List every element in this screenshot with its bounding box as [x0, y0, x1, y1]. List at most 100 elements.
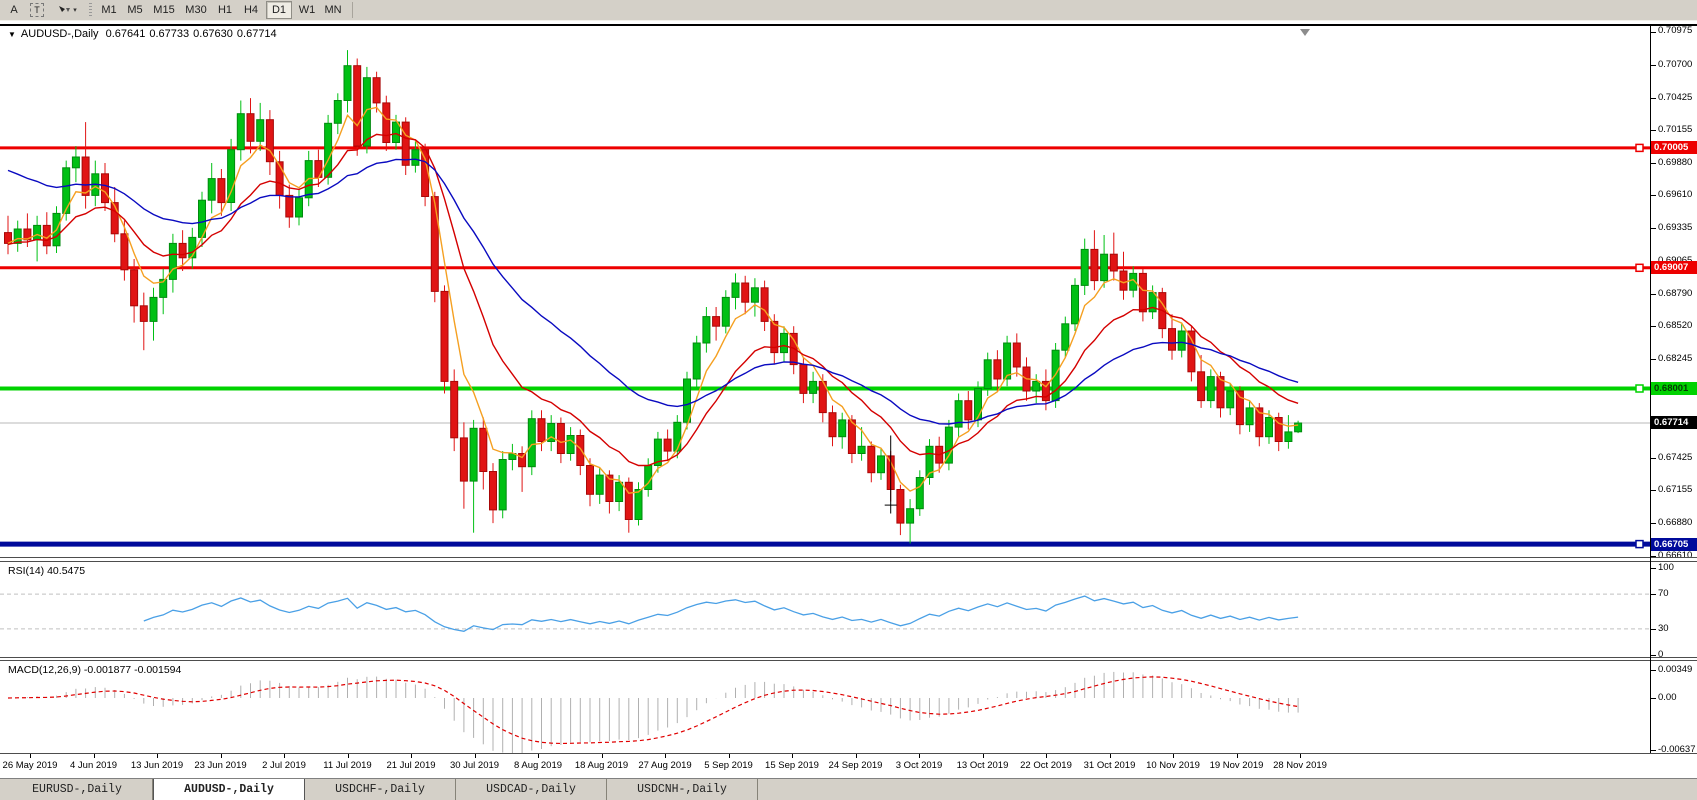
chart-tab-bar: EURUSD-,Daily AUDUSD-,Daily USDCHF-,Dail… [0, 778, 1697, 800]
rsi-tick-mark [1651, 655, 1656, 656]
rsi-line [143, 595, 1299, 632]
date-tick-mark [157, 754, 158, 758]
date-label: 24 Sep 2019 [828, 760, 883, 771]
ma-medium-line [7, 132, 1299, 467]
price-tick-label: 0.69610 [1658, 189, 1693, 200]
date-tick-mark [728, 754, 730, 758]
rsi-chart-canvas[interactable] [0, 562, 1650, 657]
level-price-badge: 0.70005 [1651, 141, 1697, 154]
ohlc-close: 0.67714 [236, 28, 277, 40]
date-label: 27 Aug 2019 [638, 760, 692, 771]
macd-histogram [17, 671, 1299, 753]
macd-label: MACD(12,26,9) -0.001877 -0.001594 [8, 664, 182, 676]
date-tick-mark [538, 754, 539, 758]
chart-shift-marker-icon [1300, 29, 1310, 36]
toolbar-grip [89, 3, 92, 17]
label-tool-icon: T [30, 3, 44, 17]
timeframe-m30-button[interactable]: M30 [185, 4, 207, 16]
macd-axis[interactable]: 0.00349 0.00 -0.00637 [1651, 661, 1697, 755]
rsi-label: RSI(14) 40.5475 [8, 565, 86, 577]
rsi-tick-label: 30 [1658, 623, 1669, 634]
date-tick-mark [411, 754, 412, 758]
date-tick-mark [855, 754, 857, 758]
tab-audusd[interactable]: AUDUSD-,Daily [153, 779, 305, 800]
ohlc-low: 0.67630 [193, 28, 233, 40]
macd-tick-mark [1651, 698, 1656, 699]
macd-chart-canvas[interactable] [0, 661, 1650, 753]
tab-usdcnh[interactable]: USDCNH-,Daily [607, 779, 758, 800]
timeframe-h4-button[interactable]: H4 [243, 4, 259, 16]
price-tick-label: 0.69335 [1658, 222, 1693, 233]
price-tick-mark [1651, 458, 1656, 459]
main-chart-pane[interactable] [0, 26, 1650, 557]
date-label: 26 May 2019 [2, 760, 58, 771]
chart-frame-border [0, 24, 1697, 26]
level-price-badge: 0.68001 [1651, 382, 1697, 395]
timeframe-m5-button[interactable]: M5 [127, 4, 143, 16]
text-tool-button[interactable]: A [4, 1, 24, 19]
date-label: 21 Jul 2019 [386, 760, 436, 771]
pane-separator[interactable] [0, 660, 1697, 661]
price-tick-label: 0.66880 [1658, 517, 1693, 528]
timeframe-d1-button[interactable]: D1 [266, 1, 292, 19]
symbol-dropdown-icon[interactable]: ▼ [8, 30, 16, 39]
date-label: 2 Jul 2019 [262, 760, 306, 771]
date-label: 11 Jul 2019 [323, 760, 372, 771]
toolbar: A T ▾ M1 M5 M15 M30 H1 H4 D1 W1 MN [0, 0, 1697, 21]
macd-tick-label: 0.00 [1658, 692, 1677, 703]
timeframe-mn-button[interactable]: MN [324, 4, 342, 16]
candlestick-chart-canvas[interactable] [0, 26, 1650, 557]
date-axis[interactable]: 26 May 2019 4 Jun 2019 13 Jun 2019 23 Jun 2… [0, 754, 1697, 778]
price-tick-label: 0.67425 [1658, 452, 1693, 463]
pane-separator[interactable] [0, 657, 1697, 658]
macd-tick-mark [1651, 750, 1656, 751]
date-tick-mark [601, 754, 603, 758]
axis-border [1650, 26, 1651, 753]
date-label: 30 Jul 2019 [449, 760, 500, 771]
tab-eurusd[interactable]: EURUSD-,Daily [2, 779, 153, 800]
rsi-axis[interactable]: 100 70 30 0 [1651, 562, 1697, 660]
price-tick-label: 0.70425 [1658, 92, 1693, 103]
label-tool-button[interactable]: T [27, 1, 47, 19]
date-tick-mark [1173, 754, 1174, 758]
date-label: 5 Sep 2019 [704, 760, 753, 771]
arrows-tool-button[interactable]: ▾ [51, 1, 83, 19]
price-tick-label: 0.68520 [1658, 320, 1693, 331]
macd-pane[interactable] [0, 661, 1650, 753]
pane-separator[interactable] [0, 557, 1697, 558]
rsi-tick-mark [1651, 629, 1656, 630]
date-label: 4 Jun 2019 [69, 760, 118, 771]
macd-tick-label: -0.00637 [1658, 744, 1696, 755]
date-label: 10 Nov 2019 [1146, 760, 1200, 771]
price-tick-mark [1651, 130, 1656, 131]
date-tick-mark [220, 754, 222, 758]
date-tick-mark [1109, 754, 1111, 758]
timeframe-h1-button[interactable]: H1 [217, 4, 233, 16]
date-label: 8 Aug 2019 [513, 760, 563, 771]
ma-slow-line [7, 158, 1299, 425]
date-tick-mark [30, 754, 31, 758]
timeframe-w1-button[interactable]: W1 [298, 4, 316, 16]
pane-separator[interactable] [0, 561, 1697, 562]
resistance-line-2-handle [1635, 263, 1644, 273]
ohlc-high: 0.67733 [149, 28, 190, 40]
rsi-pane[interactable] [0, 562, 1650, 657]
rsi-tick-label: 70 [1658, 588, 1669, 599]
price-axis[interactable]: 0.70975 0.70700 0.70425 0.70155 0.69880 0.696… [1651, 25, 1697, 561]
price-tick-mark [1651, 65, 1656, 66]
timeframe-m1-button[interactable]: M1 [101, 4, 117, 16]
ma-fast-line [7, 106, 1299, 494]
date-tick-mark [919, 754, 920, 758]
tab-usdchf[interactable]: USDCHF-,Daily [305, 779, 456, 800]
date-tick-mark [284, 754, 285, 758]
macd-tick-mark [1651, 670, 1656, 671]
price-tick-mark [1651, 32, 1656, 33]
price-tick-mark [1651, 359, 1656, 360]
pane-separator [0, 753, 1697, 754]
price-tick-mark [1651, 294, 1656, 295]
tab-usdcad[interactable]: USDCAD-,Daily [456, 779, 607, 800]
price-tick-label: 0.70700 [1658, 59, 1693, 70]
timeframe-m15-button[interactable]: M15 [153, 4, 175, 16]
level-price-badge: 0.69007 [1651, 261, 1697, 274]
